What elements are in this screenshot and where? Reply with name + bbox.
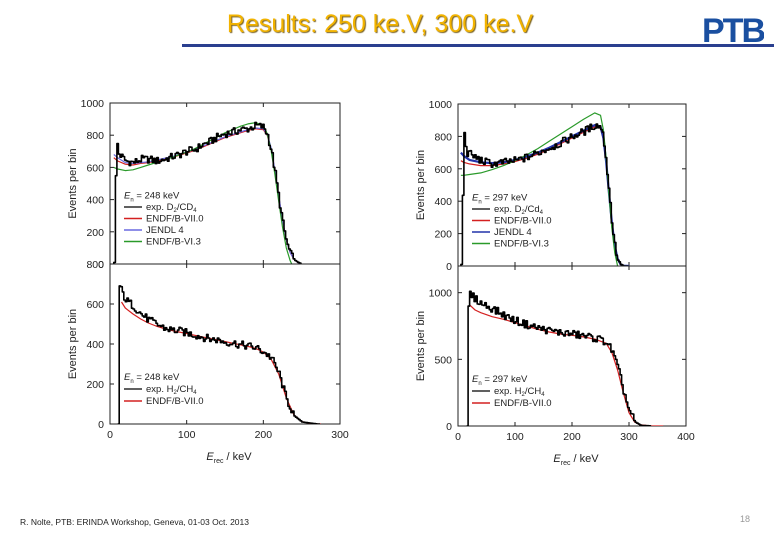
legend-header: En = 248 keV	[124, 191, 180, 204]
legend-entry: ENDF/B-VII.0	[494, 216, 552, 227]
legend-entry: exp. H2/CH4	[146, 384, 197, 396]
series-line-exp-h2-ch4	[117, 285, 321, 424]
ptb-logo-text: PTB	[702, 12, 764, 48]
legend-header: En = 297 keV	[472, 374, 528, 387]
y-tick-label: 400	[434, 196, 452, 208]
legend-entry: exp. D2/CD4	[146, 202, 197, 214]
legend-entry: ENDF/B-VII.0	[146, 214, 204, 225]
x-tick-label: 400	[677, 431, 695, 443]
chart-panel-bottom-right: 0 500 1000 0 100 200 300 400 Events per bin Erec …	[415, 265, 695, 467]
page-number: 18	[740, 514, 751, 524]
series-line-endf-b-vi-3	[113, 122, 302, 264]
y-tick-label: 0	[446, 421, 452, 433]
footer-text: R. Nolte, PTB: ERINDA Workshop, Geneva, …	[20, 517, 249, 527]
chart-panel-top-right: 0 200 400 600 800 1000 Events per bin En = 297 …	[415, 99, 687, 273]
plot-frame	[457, 265, 687, 427]
title-rule	[182, 44, 774, 47]
y-tick-label: 500	[434, 354, 452, 366]
x-tick-label: 0	[107, 429, 113, 441]
legend-entry: JENDL 4	[146, 225, 184, 236]
y-tick-label: 0	[446, 261, 452, 273]
x-tick-label: 100	[178, 429, 196, 441]
plot-frame	[109, 102, 341, 265]
legend-entry: JENDL 4	[494, 227, 532, 238]
y-axis-label: Events per bin	[67, 309, 79, 379]
y-tick-label: 200	[86, 379, 104, 391]
x-tick-label: 300	[620, 431, 638, 443]
y-tick-label: 400	[86, 339, 104, 351]
series-line-exp-d2-cd4	[113, 121, 302, 264]
x-tick-label: 300	[331, 429, 349, 441]
x-axis-label: Erec / keV	[553, 453, 599, 467]
series-line-exp-h2-ch4	[466, 290, 652, 426]
chart-panel-top-left: 0 200 400 600 800 1000 Events per bin En = 248 …	[67, 98, 341, 271]
legend-entry: ENDF/B-VII.0	[494, 398, 552, 409]
plot-frame	[109, 263, 341, 425]
legend-header: En = 248 keV	[124, 372, 180, 385]
legend-header: En = 297 keV	[472, 193, 528, 206]
plot-frame	[457, 103, 687, 267]
x-tick-label: 100	[506, 431, 524, 443]
y-axis-label: Events per bin	[415, 311, 427, 381]
x-tick-label: 200	[255, 429, 273, 441]
y-tick-label: 200	[86, 227, 104, 239]
y-tick-label: 600	[86, 299, 104, 311]
y-axis-label: Events per bin	[67, 148, 79, 218]
legend-entry: ENDF/B-VII.0	[146, 396, 204, 407]
y-tick-label: 1000	[81, 98, 105, 110]
legend-entry: ENDF/B-VI.3	[494, 239, 549, 250]
x-tick-label: 200	[563, 431, 581, 443]
legend-entry: exp. D2/Cd4	[494, 204, 544, 216]
ptb-logo: PTB	[702, 12, 764, 48]
y-tick-label: 800	[434, 131, 452, 143]
y-tick-label: 200	[434, 229, 452, 241]
y-tick-label: 0	[98, 259, 104, 271]
y-axis-label: Events per bin	[415, 150, 427, 220]
series-line-endf-b-vi-3	[460, 112, 635, 266]
y-tick-label: 1000	[429, 288, 453, 300]
y-tick-label: 600	[86, 162, 104, 174]
series-line-exp-d2-cd4	[460, 123, 628, 266]
y-tick-label: 800	[86, 130, 104, 142]
y-tick-label: 400	[86, 195, 104, 207]
y-tick-label: 1000	[429, 99, 453, 111]
y-tick-label: 0	[98, 419, 104, 431]
x-axis-label: Erec / keV	[206, 451, 252, 465]
y-tick-label: 600	[434, 164, 452, 176]
legend-entry: exp. H2/CH4	[494, 386, 545, 398]
legend-entry: ENDF/B-VI.3	[146, 237, 201, 248]
y-tick-label: 800	[86, 259, 104, 271]
slide-title: Results: 250 ke.V, 300 ke.V	[226, 10, 534, 38]
x-tick-label: 0	[455, 431, 461, 443]
